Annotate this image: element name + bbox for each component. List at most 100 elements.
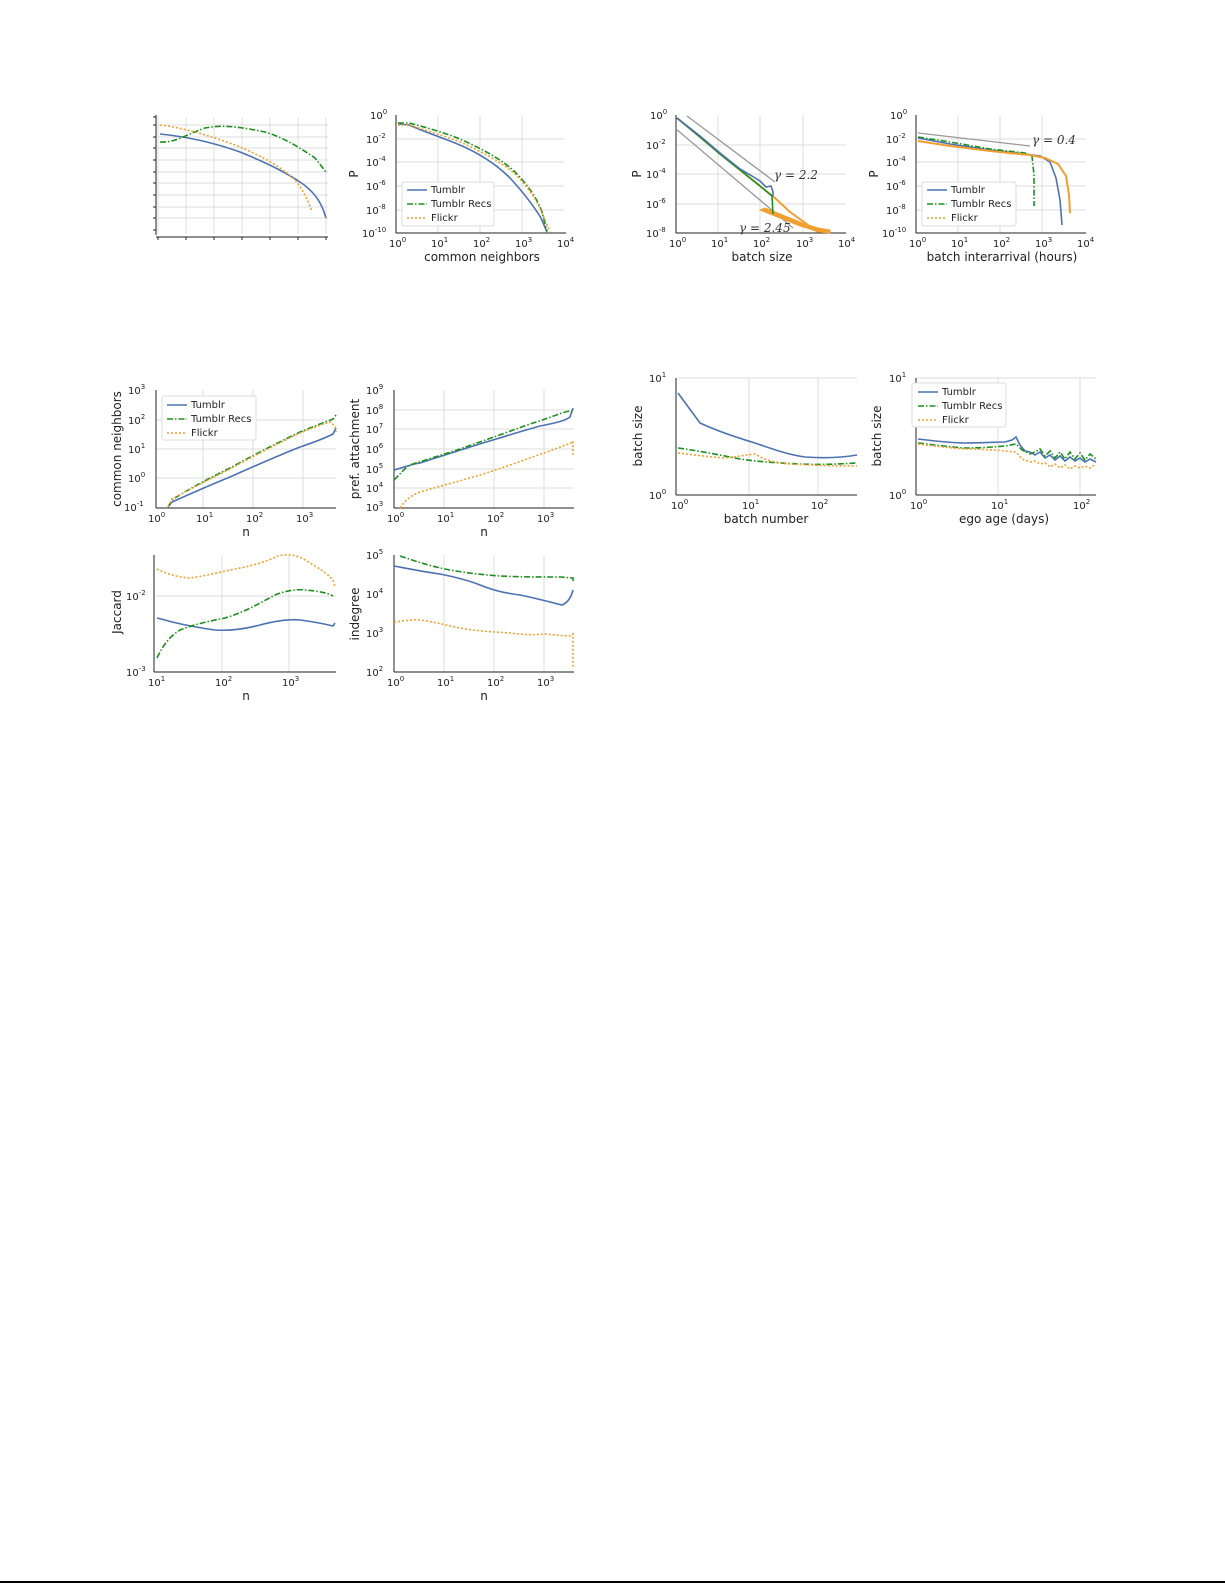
svg-text:100: 100 xyxy=(128,471,145,485)
p7-grid xyxy=(156,555,336,672)
p8-y-tick-labels: 105 104 103 102 xyxy=(366,548,384,679)
p10-x-label: ego age (days) xyxy=(959,512,1049,526)
svg-text:100: 100 xyxy=(370,108,387,122)
svg-text:100: 100 xyxy=(889,488,906,502)
p9-x-tick-labels: 100 101 102 xyxy=(671,498,828,512)
svg-text:103: 103 xyxy=(128,383,145,397)
svg-text:103: 103 xyxy=(796,236,813,250)
p1-series-recs xyxy=(159,125,327,173)
panel-p5: 103 102 101 100 10-1 100 101 102 103 n c… xyxy=(110,383,337,539)
svg-text:10-6: 10-6 xyxy=(886,179,906,193)
p4-y-label: P xyxy=(867,170,881,177)
svg-text:100: 100 xyxy=(910,498,927,512)
p6-x-tick-labels: 100 101 102 103 xyxy=(387,511,554,525)
p9-y-tick-labels: 101 100 xyxy=(649,371,666,502)
svg-text:100: 100 xyxy=(669,236,686,250)
svg-text:101: 101 xyxy=(951,236,968,250)
p3-annotation-gamma-2.2: γ = 2.2 xyxy=(774,168,818,182)
svg-text:Flickr: Flickr xyxy=(942,415,970,426)
svg-text:103: 103 xyxy=(366,626,383,640)
svg-text:102: 102 xyxy=(753,236,770,250)
p6-grid xyxy=(394,390,574,508)
p2-series-tumblr xyxy=(397,123,548,233)
svg-text:100: 100 xyxy=(671,498,688,512)
p2-series-flickr xyxy=(398,124,550,230)
svg-text:105: 105 xyxy=(366,462,383,476)
p3-grid xyxy=(676,115,846,233)
p10-y-label: batch size xyxy=(870,406,884,467)
page-bottom-rule xyxy=(0,1581,1225,1583)
svg-text:100: 100 xyxy=(387,511,404,525)
svg-text:100: 100 xyxy=(650,108,667,122)
svg-text:100: 100 xyxy=(387,675,404,689)
p3-reference-line-2.2 xyxy=(686,115,776,183)
p1-x-ticks xyxy=(157,237,327,240)
svg-text:101: 101 xyxy=(742,498,759,512)
p4-legend: Tumblr Tumblr Recs Flickr xyxy=(921,181,1017,227)
p2-legend: Tumblr Tumblr Recs Flickr xyxy=(401,181,495,227)
p10-legend: Tumblr Tumblr Recs Flickr xyxy=(911,382,1007,428)
p2-series-recs xyxy=(398,122,548,232)
svg-text:101: 101 xyxy=(196,511,213,525)
p5-legend: Tumblr Tumblr Recs Flickr xyxy=(161,395,257,441)
svg-text:10-6: 10-6 xyxy=(646,197,666,211)
svg-text:103: 103 xyxy=(366,500,383,514)
p4-reference-line-0.4 xyxy=(917,132,1031,147)
p8-x-tick-labels: 100 101 102 103 xyxy=(387,675,554,689)
p5-series-recs xyxy=(167,414,337,508)
p1-series-flickr xyxy=(159,124,313,213)
svg-text:101: 101 xyxy=(148,675,165,689)
svg-text:10-4: 10-4 xyxy=(646,167,666,181)
svg-text:102: 102 xyxy=(246,511,263,525)
svg-text:102: 102 xyxy=(473,236,490,250)
svg-text:109: 109 xyxy=(366,383,383,397)
svg-text:101: 101 xyxy=(889,371,906,385)
svg-text:Flickr: Flickr xyxy=(431,213,459,224)
panel-p7: 10-2 10-3 101 102 103 n Jaccard xyxy=(110,554,336,703)
p10-series-tumblr xyxy=(917,435,1097,463)
svg-text:104: 104 xyxy=(557,236,575,250)
p2-x-tick-labels: 100 101 102 103 104 xyxy=(389,236,575,250)
p4-x-tick-labels: 100 101 102 103 104 xyxy=(909,236,1095,250)
svg-text:Tumblr: Tumblr xyxy=(190,400,226,411)
svg-text:102: 102 xyxy=(215,675,232,689)
p10-series-recs xyxy=(917,442,1097,462)
svg-text:101: 101 xyxy=(649,371,666,385)
p1-y-ticks xyxy=(153,116,156,231)
p2-y-label: P xyxy=(347,170,361,177)
svg-text:10-6: 10-6 xyxy=(366,179,386,193)
p9-series-tumblr xyxy=(677,392,858,459)
panel-p6: 109 108 107 106 105 104 103 100 101 102 … xyxy=(348,383,574,539)
svg-text:103: 103 xyxy=(282,675,299,689)
svg-text:101: 101 xyxy=(128,442,145,456)
p3-y-label: P xyxy=(630,170,644,177)
svg-text:104: 104 xyxy=(366,481,384,495)
p4-x-label: batch interarrival (hours) xyxy=(927,250,1078,264)
p8-series-flickr xyxy=(393,618,574,668)
p6-y-label: pref. attachment xyxy=(348,399,362,500)
panel-p2: 100 10-2 10-4 10-6 10-8 10-10 100 101 10… xyxy=(347,108,575,264)
svg-text:103: 103 xyxy=(537,675,554,689)
p2-y-tick-labels: 100 10-2 10-4 10-6 10-8 10-10 xyxy=(362,108,387,240)
p5-y-label: common neighbors xyxy=(110,391,124,507)
panel-p9: 101 100 100 101 102 batch number batch s… xyxy=(631,371,858,526)
svg-text:107: 107 xyxy=(366,422,383,436)
panel-p10: 101 100 100 101 102 ego age (days) batch… xyxy=(870,371,1097,526)
p3-series-flickr-tail xyxy=(758,207,831,234)
p1-series-tumblr xyxy=(159,133,327,219)
svg-text:103: 103 xyxy=(1035,236,1052,250)
p3-x-tick-labels: 100 101 102 103 104 xyxy=(669,236,856,250)
p5-series-tumblr xyxy=(167,427,337,508)
svg-text:105: 105 xyxy=(366,548,383,562)
svg-text:10-2: 10-2 xyxy=(646,138,666,152)
p7-x-label: n xyxy=(242,689,250,703)
svg-text:106: 106 xyxy=(366,442,384,456)
p9-grid xyxy=(678,377,857,495)
p7-x-tick-labels: 101 102 103 xyxy=(148,675,299,689)
svg-text:10-8: 10-8 xyxy=(886,203,906,217)
p8-grid xyxy=(443,555,545,672)
svg-text:10-10: 10-10 xyxy=(882,226,906,240)
p7-series-tumblr xyxy=(156,617,336,632)
svg-text:100: 100 xyxy=(909,236,926,250)
panel-p4: 100 10-2 10-4 10-6 10-8 10-10 100 101 10… xyxy=(867,108,1095,264)
